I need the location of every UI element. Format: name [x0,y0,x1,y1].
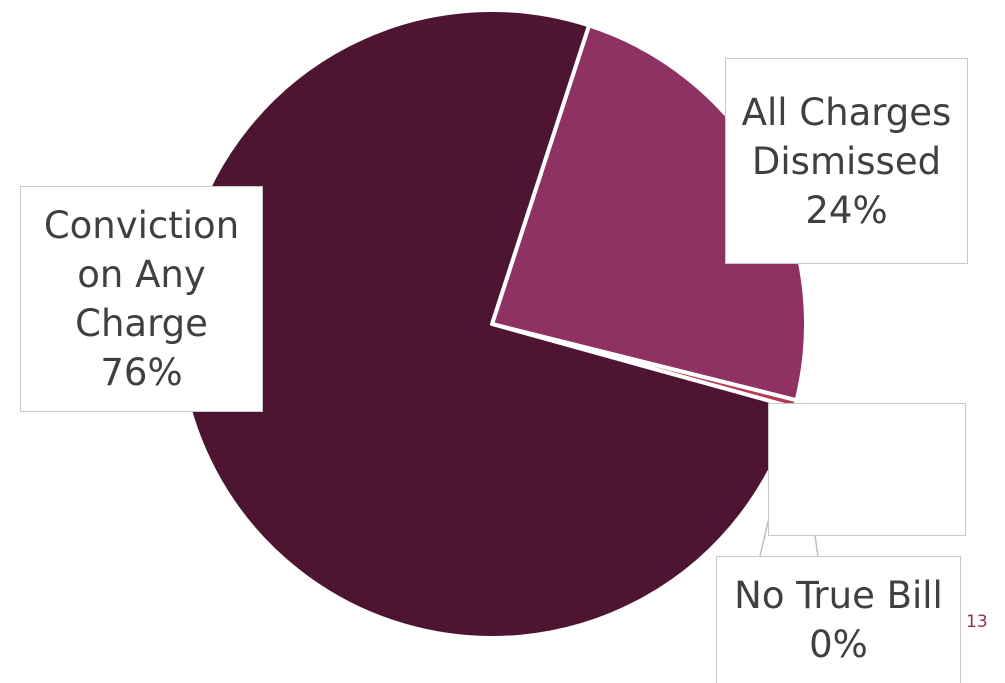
callout-conviction-line-2: on Any [77,253,206,296]
callout-conviction: Conviction on Any Charge 76% [20,186,263,412]
callout-no-true-bill-line-1: No True Bill [734,574,943,617]
callout-dismissed-value: 24% [805,188,888,232]
callout-conviction-value: 76% [100,351,183,394]
callout-no-true-bill-value: 0% [809,623,868,666]
callout-no-true-bill: No True Bill 0% [716,556,961,683]
callout-conviction-line-1: Conviction [43,204,240,247]
callout-dismissed-line-2: Dismissed [751,139,942,183]
slice-conviction [176,8,797,640]
page-number: 13 [966,612,988,632]
callout-empty-box [768,403,966,536]
callout-conviction-line-3: Charge [75,302,208,345]
callout-dismissed-line-1: All Charges [741,90,952,134]
pie-slices [176,8,808,640]
callout-dismissed: All Charges Dismissed 24% [725,58,968,264]
